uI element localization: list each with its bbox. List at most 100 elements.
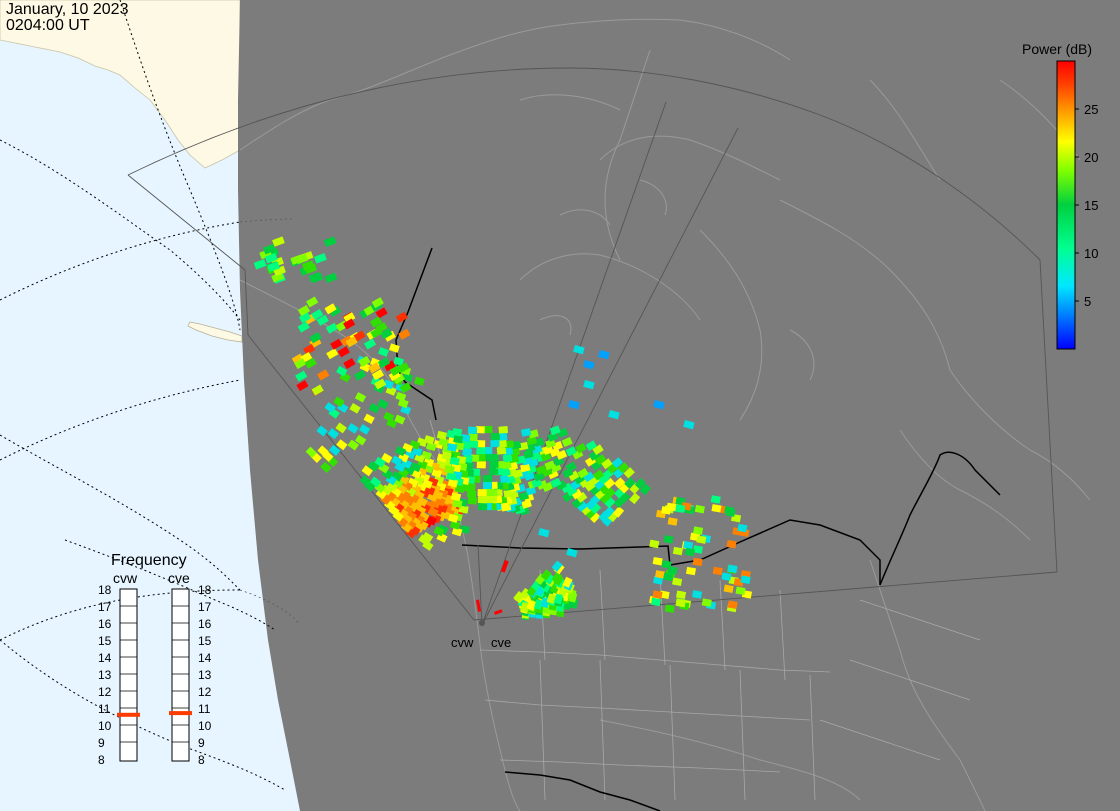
scatter-cell (634, 477, 646, 490)
scatter-cell (353, 369, 367, 381)
scatter-cell (447, 443, 458, 452)
scatter-cell (652, 556, 663, 566)
scatter-cell (544, 460, 556, 471)
scatter-cell (520, 463, 531, 473)
scatter-cell (397, 398, 409, 409)
scatter-cell (712, 566, 723, 576)
scatter-cell (575, 443, 587, 454)
frequency-indicator-cvw (117, 712, 140, 717)
scatter-cell (316, 425, 328, 437)
scatter-cell (359, 475, 372, 487)
frequency-tick-label: 12 (198, 685, 212, 699)
scatter-cell (369, 476, 382, 488)
scatter-cell (546, 593, 557, 604)
scatter-cell (402, 372, 414, 383)
radar-site-marker (479, 620, 485, 626)
scatter-cell (560, 482, 573, 494)
scatter-cell (710, 495, 721, 504)
frequency-tick-label: 8 (98, 753, 105, 767)
frequency-tick-label: 9 (98, 736, 105, 750)
scatter-cell (326, 348, 339, 360)
scatter-cell (324, 402, 336, 413)
scatter-cell (449, 520, 461, 530)
scatter-cell (462, 448, 472, 456)
scatter-cell (371, 297, 384, 309)
freq-column-label-cvw: cvw (113, 570, 138, 586)
scatter-cell (595, 454, 607, 465)
frequency-tick-label: 16 (198, 617, 212, 631)
scatter-cell (735, 586, 746, 596)
legend-tick-label: 25 (1084, 102, 1098, 117)
frequency-tick-label: 11 (198, 702, 211, 716)
scatter-cell (676, 590, 687, 599)
scatter-cell (653, 576, 664, 585)
scatter-cell (540, 451, 552, 462)
scatter-cell (683, 541, 694, 550)
scatter-cell (433, 526, 445, 537)
scatter-cell (544, 573, 555, 585)
scatter-cell (354, 392, 367, 403)
scatter-cell (696, 535, 707, 544)
scatter-cell (540, 569, 552, 581)
scatter-cell (693, 526, 704, 535)
scatter-cell (604, 496, 616, 509)
scatter-cell (612, 506, 625, 518)
scatter-cell (450, 492, 462, 502)
scatter-cell (378, 347, 389, 357)
scatter-cell (436, 430, 448, 440)
scatter-cell (672, 577, 683, 586)
scatter-cell (533, 471, 545, 482)
scatter-cell (363, 413, 375, 425)
scatter-cell (414, 376, 425, 386)
scatter-cell (297, 305, 311, 317)
scatter-cell (377, 357, 391, 369)
scatter-cell (382, 379, 394, 390)
scatter-cell (533, 437, 545, 447)
scatter-cell (368, 403, 380, 414)
scatter-cell (383, 411, 395, 422)
scatter-cell (497, 439, 507, 448)
scatter-cell (603, 477, 616, 490)
scatter-cell (573, 344, 585, 355)
scatter-cell (520, 428, 532, 437)
peninsula (187, 321, 243, 343)
legend-colorbar (1056, 60, 1076, 350)
scatter-cell (296, 380, 309, 392)
scatter-cell (727, 600, 738, 610)
scatter-cell (617, 462, 630, 474)
scatter-cell (589, 502, 602, 515)
scatter-cell (454, 484, 465, 493)
scatter-cell (500, 560, 509, 573)
scatter-cell (496, 446, 507, 455)
scatter-cell (438, 437, 449, 447)
scatter-cell (663, 572, 674, 582)
scatter-cell (324, 272, 338, 284)
scatter-cell (608, 410, 620, 420)
scatter-cell (327, 428, 340, 440)
scatter-cell (493, 609, 503, 615)
frequency-tick-label: 17 (198, 600, 212, 614)
scatter-cell (489, 460, 499, 469)
scatter-cell (526, 599, 537, 611)
scatter-cell (549, 425, 561, 436)
scatter-cell (547, 432, 559, 442)
legend-tick-label: 15 (1084, 198, 1098, 213)
scatter-cell (654, 570, 666, 579)
scatter-cell (418, 534, 430, 546)
frequency-tick-label: 11 (98, 702, 111, 716)
scatter-cell (619, 492, 631, 504)
scatter-cell (399, 382, 412, 394)
scatter-cell (311, 308, 324, 321)
scatter-cell (388, 343, 400, 353)
frequency-tick-label: 14 (98, 651, 112, 665)
scatter-cell (528, 429, 539, 439)
scatter-cell (323, 236, 337, 247)
frequency-panel: Frequency cvw cve 1817161514131211109818… (98, 552, 212, 767)
scatter-cell (371, 369, 385, 381)
scatter-cell (545, 438, 556, 449)
scatter-cell (583, 471, 595, 483)
scatter-cell (427, 506, 439, 518)
scatter-cell (483, 425, 493, 434)
scatter-cell (521, 499, 532, 509)
scatter-cell (426, 441, 437, 452)
